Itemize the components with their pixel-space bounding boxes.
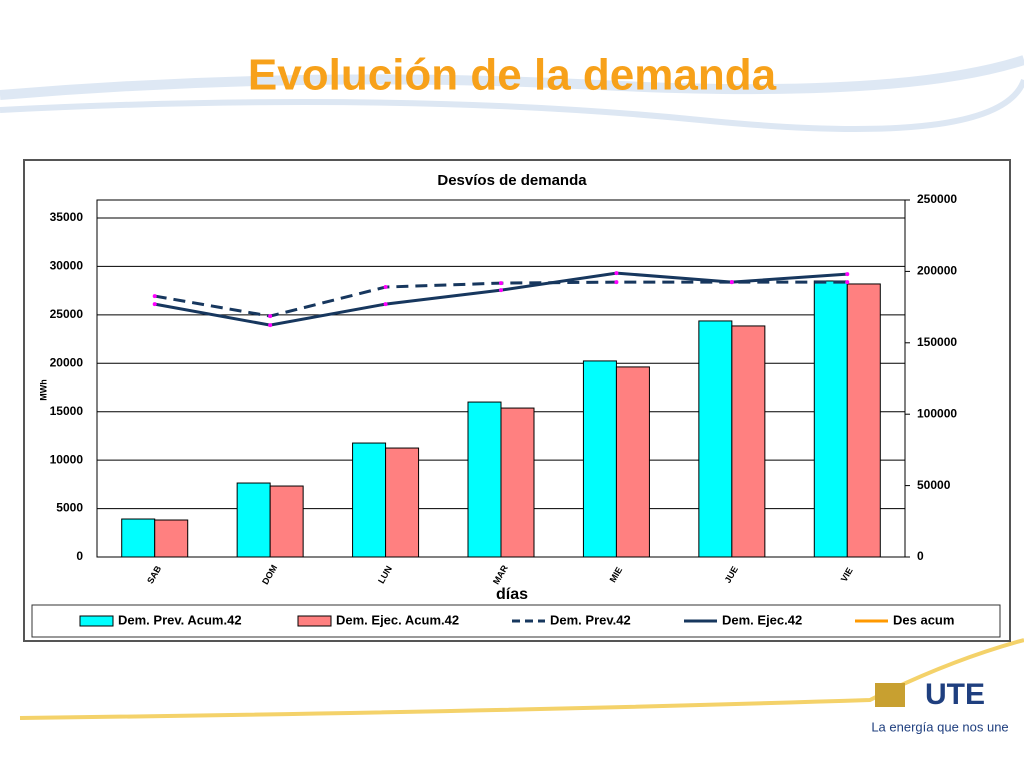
y2-tick-label: 200000	[917, 264, 957, 278]
legend-swatch	[297, 615, 332, 627]
marker	[268, 314, 273, 319]
y-tick-label: 20000	[50, 355, 84, 369]
marker	[383, 285, 388, 290]
y2-tick-label: 50000	[917, 478, 951, 492]
logo: UTE	[925, 678, 985, 711]
slide-title: Evolución de la demanda	[248, 51, 777, 100]
y2-tick-label: 100000	[917, 406, 957, 420]
marker	[152, 302, 157, 307]
marker	[729, 280, 734, 285]
bar	[385, 447, 420, 558]
marker	[614, 271, 619, 276]
chart-title: Desvíos de demanda	[437, 172, 587, 189]
logo-mark	[875, 683, 905, 707]
marker	[499, 281, 503, 286]
x-axis-label: días	[496, 586, 528, 603]
bar	[846, 283, 881, 558]
bar	[615, 366, 650, 558]
swoosh	[0, 55, 1024, 100]
bar	[352, 442, 387, 558]
y-axis-label: MWh	[38, 379, 48, 401]
marker	[268, 323, 273, 328]
y-tick-label: 10000	[50, 452, 84, 466]
y-tick-label: 5000	[56, 501, 83, 515]
y-tick-label: 25000	[50, 307, 84, 321]
bar	[813, 280, 848, 558]
bar	[236, 482, 271, 558]
legend-label: Dem. Prev. Acum.42	[118, 612, 242, 627]
legend-label: Dem. Ejec.42	[722, 612, 802, 627]
legend-label: Dem. Ejec. Acum.42	[336, 612, 459, 627]
marker	[383, 302, 388, 307]
legend-label: Dem. Prev.42	[550, 612, 631, 627]
y-tick-label: 30000	[50, 259, 84, 273]
gold-line	[19, 638, 1024, 720]
bar	[582, 360, 617, 558]
y-tick-label: 35000	[50, 210, 84, 224]
marker	[499, 288, 503, 293]
bar	[467, 401, 502, 558]
tagline: La energía que nos une	[871, 719, 1008, 734]
y-tick-label: 15000	[50, 404, 84, 418]
bar	[698, 320, 733, 558]
marker	[614, 280, 619, 285]
legend-swatch	[79, 615, 114, 627]
marker	[152, 294, 157, 299]
y2-tick-label: 150000	[917, 335, 957, 349]
y-tick-label: 0	[76, 549, 83, 563]
swoosh	[0, 78, 1024, 132]
legend-label: Des acum	[893, 612, 954, 627]
bar	[500, 407, 535, 558]
bar	[121, 518, 156, 558]
bar	[269, 485, 304, 558]
marker	[845, 272, 850, 277]
marker	[845, 280, 850, 285]
bar	[731, 325, 766, 558]
y2-tick-label: 250000	[917, 192, 957, 206]
y2-tick-label: 0	[917, 549, 924, 563]
bar	[154, 519, 189, 558]
